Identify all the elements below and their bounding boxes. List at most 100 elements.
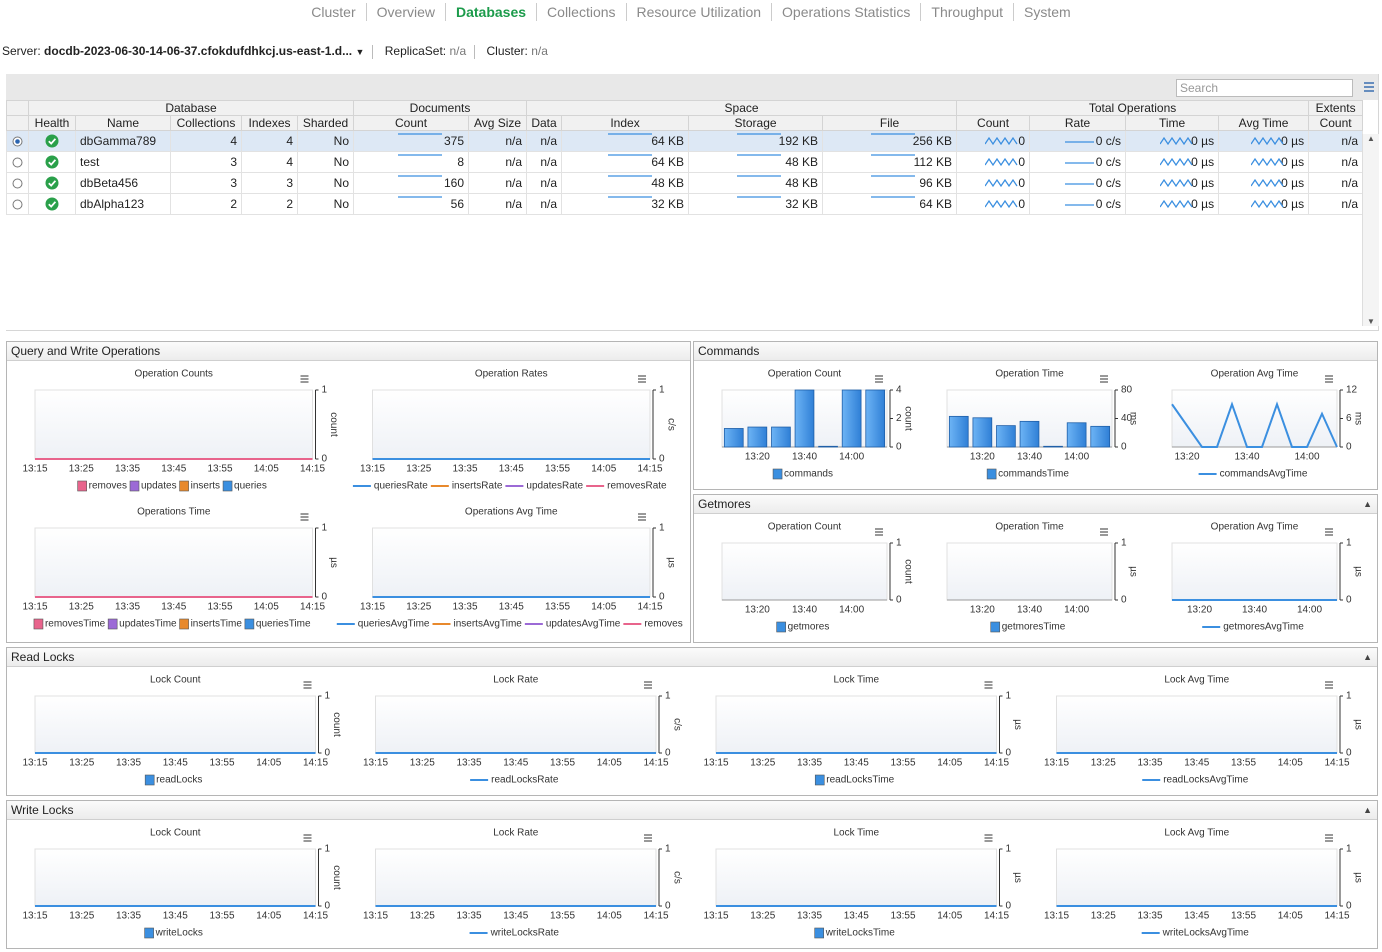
table-row[interactable]: dbBeta456 3 3 No 160 n/a n/a 48 KB 48 KB 96 KB 0 0 … (6, 172, 1364, 194)
chart-title: Lock Avg Time (1164, 828, 1229, 839)
chart-menu-icon[interactable] (875, 375, 883, 383)
y-tick-label: 1 (665, 691, 671, 702)
chart-menu-icon[interactable] (984, 681, 993, 689)
nav-tab[interactable]: Resource Utilization (625, 3, 772, 21)
chart-menu-icon[interactable] (1325, 834, 1333, 842)
legend-item: getmoresAvgTime (1202, 622, 1304, 633)
table-cell: n/a (468, 151, 528, 173)
column-header[interactable]: Rate (1029, 115, 1127, 131)
column-header[interactable]: Count (956, 115, 1031, 131)
column-header[interactable]: Count (353, 115, 470, 131)
chart-menu-icon[interactable] (1100, 375, 1108, 383)
nav-tab[interactable]: Collections (536, 3, 625, 21)
menu-lines (1325, 528, 1333, 536)
x-tick-label: 13:25 (406, 464, 431, 475)
collapse-toggle[interactable]: ▲ (1363, 499, 1372, 509)
bar (948, 415, 969, 448)
sparkline (1251, 178, 1284, 188)
column-header[interactable]: Sharded (296, 115, 355, 131)
chart-menu-icon[interactable] (638, 375, 646, 383)
chart-menu-icon[interactable] (984, 834, 993, 842)
x-tick-label: 13:15 (22, 911, 47, 922)
nav-tab[interactable]: System (1013, 3, 1081, 21)
radio[interactable] (12, 178, 23, 189)
chart-menu-icon[interactable] (644, 681, 652, 689)
sparkline (985, 136, 1018, 146)
radio[interactable] (12, 157, 23, 168)
legend-item: writeLocksRate (469, 928, 559, 939)
x-tick-label: 13:15 (22, 758, 47, 769)
collapse-toggle[interactable]: ▲ (1363, 652, 1372, 662)
chart: Lock Avg Time 0 1 µs 13:15 13:25 13:35 13:45 13:… (1044, 675, 1363, 786)
x-tick-label: 14:15 (300, 464, 325, 475)
column-menu-icon[interactable] (1364, 82, 1374, 92)
chart-menu-icon[interactable] (638, 513, 646, 521)
y-tick-label: 1 (1346, 538, 1352, 549)
legend: readLocksRate (470, 775, 559, 786)
chart-menu-icon[interactable] (1325, 528, 1333, 536)
nav-tab[interactable]: Cluster (311, 4, 356, 20)
nav-tab[interactable]: Operations Statistics (771, 3, 920, 21)
x-tick-label: 13:40 (1017, 605, 1042, 616)
column-header[interactable]: Time (1125, 115, 1220, 131)
chart-menu-icon[interactable] (875, 528, 883, 536)
nav-tab[interactable]: Databases (445, 3, 536, 21)
x-tick-label: 13:35 (1137, 758, 1162, 769)
replicaset-value: n/a (449, 44, 467, 58)
legend-item: readLocksTime (814, 775, 895, 786)
scrollbar[interactable]: ▲ ▼ (1362, 134, 1379, 326)
column-header[interactable]: Count (1308, 115, 1364, 131)
search-box[interactable]: Search (1176, 79, 1353, 97)
table-cell: 48 KB (561, 172, 690, 194)
panel-header: Getmores ▲ (694, 495, 1377, 514)
column-header[interactable]: Collections (170, 115, 242, 131)
legend-label: readLocks (156, 775, 202, 786)
table-cell: n/a (526, 193, 563, 215)
column-header[interactable]: Index (561, 115, 690, 131)
column-header[interactable]: Data (526, 115, 563, 131)
table-row[interactable]: dbAlpha123 2 2 No 56 n/a n/a 32 KB 32 KB 64 KB 0 0 … (6, 193, 1364, 215)
table-row[interactable]: dbGamma789 4 4 No 375 n/a n/a 64 KB 192 KB 256 KB… (6, 130, 1364, 152)
column-header[interactable]: Avg Time (1218, 115, 1310, 131)
bar (723, 428, 744, 448)
y-tick-label: 40 (1121, 413, 1133, 424)
x-tick-label: 14:05 (1278, 758, 1303, 769)
legend-item: getmoresTime (990, 622, 1066, 633)
server-name[interactable]: docdb-2023-06-30-14-06-37.cfokdufdhkcj.u… (44, 44, 353, 58)
menu-lines (1325, 681, 1333, 689)
chart-menu-icon[interactable] (303, 681, 312, 689)
y-unit-label: µs (1127, 566, 1138, 577)
nav-tab[interactable]: Overview (365, 3, 445, 21)
nav-tab[interactable]: Throughput (920, 3, 1013, 21)
chart-menu-icon[interactable] (1100, 528, 1108, 536)
y-unit-label: µs (328, 557, 339, 568)
menu-lines (300, 375, 309, 383)
column-header[interactable]: Health (28, 115, 76, 131)
chart-menu-icon[interactable] (644, 834, 652, 842)
legend: writeLocksAvgTime (1141, 928, 1249, 939)
chart-menu-icon[interactable] (1325, 375, 1333, 383)
chart-menu-icon[interactable] (303, 834, 312, 842)
dropdown-arrow[interactable]: ▼ (355, 47, 365, 57)
chart: Lock Time 0 1 µs 13:15 13:25 13:35 13:45 13:55 14… (703, 828, 1022, 939)
legend-item: readLocksRate (470, 775, 559, 786)
legend: queriesAvgTime insertsAvgTime updatesAvgTi… (336, 619, 683, 630)
menu-lines (300, 513, 309, 521)
radio[interactable] (12, 136, 23, 147)
chart-menu-icon[interactable] (1325, 681, 1333, 689)
legend-item: queriesTime (244, 619, 311, 630)
radio[interactable] (12, 199, 23, 210)
x-tick-label: 13:35 (116, 911, 141, 922)
y-tick-label: 0 (896, 442, 902, 453)
x-tick-label: 13:35 (452, 602, 477, 613)
y-tick-label: 0 (1121, 442, 1127, 453)
sparkbar (398, 175, 443, 177)
y-unit-label: µs (1352, 566, 1363, 577)
sparkline (1065, 162, 1095, 164)
chart-menu-icon[interactable] (300, 375, 309, 383)
collapse-toggle[interactable]: ▲ (1363, 805, 1372, 815)
table-row[interactable]: test 3 4 No 8 n/a n/a 64 KB 48 KB 112 KB 0 0 c/s 0 µ… (6, 151, 1364, 173)
column-header[interactable]: File (822, 115, 958, 131)
chart-menu-icon[interactable] (300, 513, 309, 521)
